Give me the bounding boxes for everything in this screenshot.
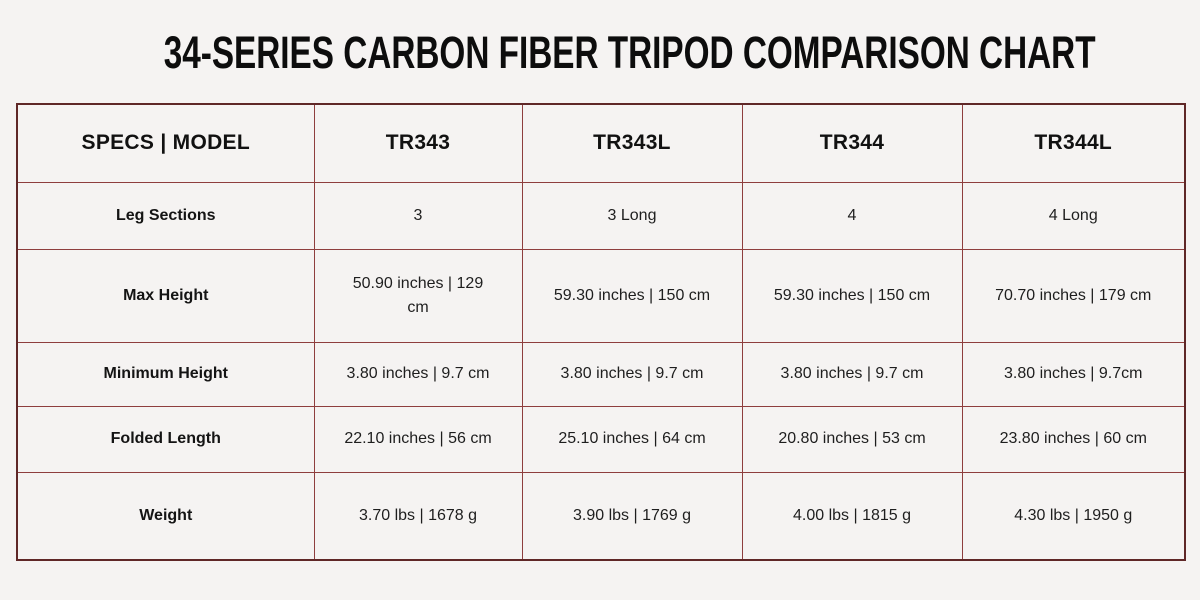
spec-value: 3.90 lbs | 1769 g — [521, 471, 743, 561]
spec-value: 20.80 inches | 53 cm — [741, 405, 963, 473]
table-row-max-height: Max Height 50.90 inches | 129 cm 59.30 i… — [16, 248, 1186, 343]
spec-value: 70.70 inches | 179 cm — [961, 248, 1186, 343]
spec-value: 59.30 inches | 150 cm — [521, 248, 743, 343]
header-cell-specs-model: SPECS | MODEL — [16, 103, 315, 183]
spec-label: Leg Sections — [16, 181, 315, 250]
spec-value: 4.30 lbs | 1950 g — [961, 471, 1186, 561]
table-row-minimum-height: Minimum Height 3.80 inches | 9.7 cm 3.80… — [16, 341, 1186, 407]
spec-label: Weight — [16, 471, 315, 561]
table-row-weight: Weight 3.70 lbs | 1678 g 3.90 lbs | 1769… — [16, 471, 1186, 561]
spec-value: 4 — [741, 181, 963, 250]
spec-value: 25.10 inches | 64 cm — [521, 405, 743, 473]
spec-label: Folded Length — [16, 405, 315, 473]
spec-value: 59.30 inches | 150 cm — [741, 248, 963, 343]
title-row: 34-SERIES CARBON FIBER TRIPOD COMPARISON… — [0, 0, 1200, 78]
header-cell-tr344l: TR344L — [961, 103, 1186, 183]
spec-value: 50.90 inches | 129 cm — [313, 248, 523, 343]
comparison-table: SPECS | MODEL TR343 TR343L TR344 TR344L … — [16, 103, 1186, 561]
spec-value: 3.70 lbs | 1678 g — [313, 471, 523, 561]
spec-value: 22.10 inches | 56 cm — [313, 405, 523, 473]
table-body: Leg Sections 3 3 Long 4 4 Long Max Heigh… — [16, 181, 1186, 561]
header-row: SPECS | MODEL TR343 TR343L TR344 TR344L — [16, 103, 1186, 183]
table-row-leg-sections: Leg Sections 3 3 Long 4 4 Long — [16, 181, 1186, 250]
spec-value: 3.80 inches | 9.7 cm — [741, 341, 963, 407]
spec-value: 4 Long — [961, 181, 1186, 250]
header-cell-tr343l: TR343L — [521, 103, 743, 183]
header-cell-tr343: TR343 — [313, 103, 523, 183]
spec-value: 4.00 lbs | 1815 g — [741, 471, 963, 561]
table-row-folded-length: Folded Length 22.10 inches | 56 cm 25.10… — [16, 405, 1186, 473]
spec-label: Minimum Height — [16, 341, 315, 407]
table-header: SPECS | MODEL TR343 TR343L TR344 TR344L — [16, 103, 1186, 183]
spec-label: Max Height — [16, 248, 315, 343]
spec-value: 3.80 inches | 9.7cm — [961, 341, 1186, 407]
header-cell-tr344: TR344 — [741, 103, 963, 183]
spec-value: 3 Long — [521, 181, 743, 250]
spec-value: 23.80 inches | 60 cm — [961, 405, 1186, 473]
page-title: 34-SERIES CARBON FIBER TRIPOD COMPARISON… — [163, 27, 1096, 78]
spec-value: 3.80 inches | 9.7 cm — [521, 341, 743, 407]
spec-value: 3 — [313, 181, 523, 250]
spec-value: 3.80 inches | 9.7 cm — [313, 341, 523, 407]
